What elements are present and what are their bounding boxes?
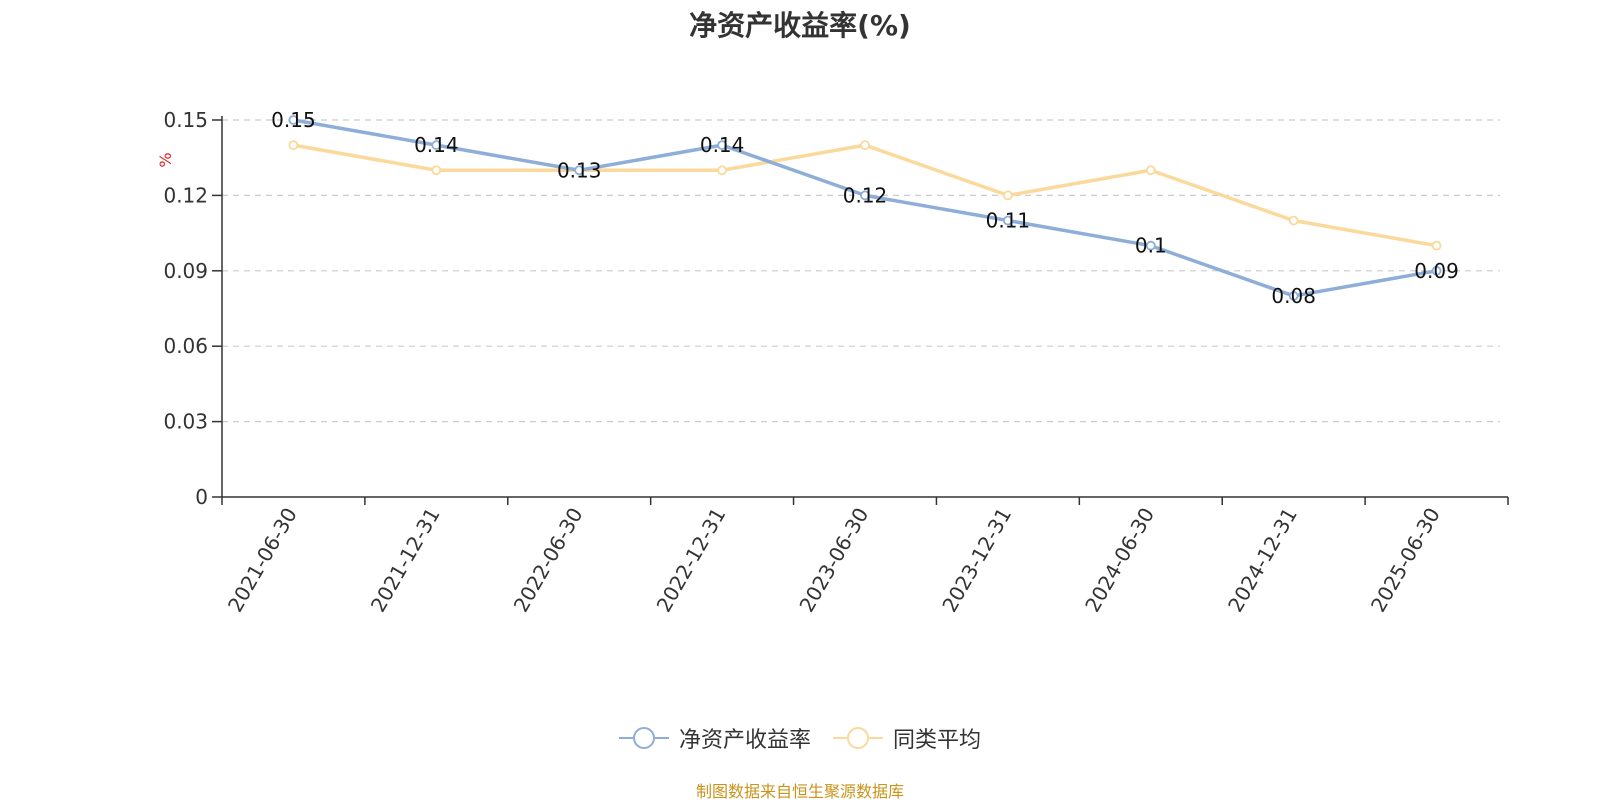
data-label: 0.1 [1135,234,1167,258]
series-1-point [860,140,870,151]
data-label: 0.09 [1414,259,1459,283]
series-0-point [574,165,585,176]
series-1-point [288,140,299,151]
legend-swatch-roe-icon [618,726,669,750]
series-1-point [1431,240,1442,251]
series-0-point [860,190,870,201]
y-tick-label: 0.06 [163,334,208,358]
series-0-point [1145,240,1156,251]
y-tick-label: 0.15 [163,108,208,132]
legend-swatch-peer-average-icon [833,726,883,750]
y-tick-label: 0.09 [163,259,208,283]
series-1-point [717,165,728,176]
chart-title: 净资产收益率(%) [689,9,911,42]
y-tick-label: 0.03 [163,410,208,434]
data-source-note: 制图数据来自恒生聚源数据库 [695,782,904,801]
series-0-point [1288,291,1299,301]
y-tick-label: 0 [195,485,208,509]
series-0-point [1002,215,1013,226]
x-tick-label: 2024-06-30 [1080,504,1159,617]
data-label: 0.08 [1271,284,1316,308]
series-0-point [431,140,442,151]
series-1-point [1288,215,1299,226]
series-0-point [717,140,728,151]
series-1-point [1002,190,1013,201]
x-tick-label: 2021-12-31 [366,504,445,617]
data-label: 0.14 [700,133,745,157]
x-tick-label: 2023-06-30 [794,504,873,617]
legend: 净资产收益率 同类平均 [0,722,1600,754]
legend-item-peer-average[interactable]: 同类平均 [833,722,981,754]
series-1-point [1145,165,1156,176]
legend-label-roe: 净资产收益率 [678,728,811,753]
data-label: 0.12 [843,183,888,207]
legend-item-roe[interactable]: 净资产收益率 [618,722,811,754]
y-axis-unit-label: % [156,152,175,167]
x-tick-label: 2022-06-30 [509,504,588,617]
y-tick-label: 0.12 [163,183,208,207]
series-0-point [288,115,299,125]
x-tick-label: 2023-12-31 [937,504,1016,617]
legend-label-peer-average: 同类平均 [893,728,982,753]
x-tick-label: 2022-12-31 [652,504,731,617]
series-0-point [1431,265,1442,276]
series-1-point [431,165,442,176]
x-tick-label: 2024-12-31 [1223,504,1302,617]
x-tick-label: 2025-06-30 [1366,504,1445,617]
data-label: 0.15 [271,108,316,132]
data-label: 0.14 [414,133,459,157]
data-label: 0.13 [557,158,602,182]
data-label: 0.11 [986,209,1031,233]
x-tick-label: 2021-06-30 [223,504,302,617]
